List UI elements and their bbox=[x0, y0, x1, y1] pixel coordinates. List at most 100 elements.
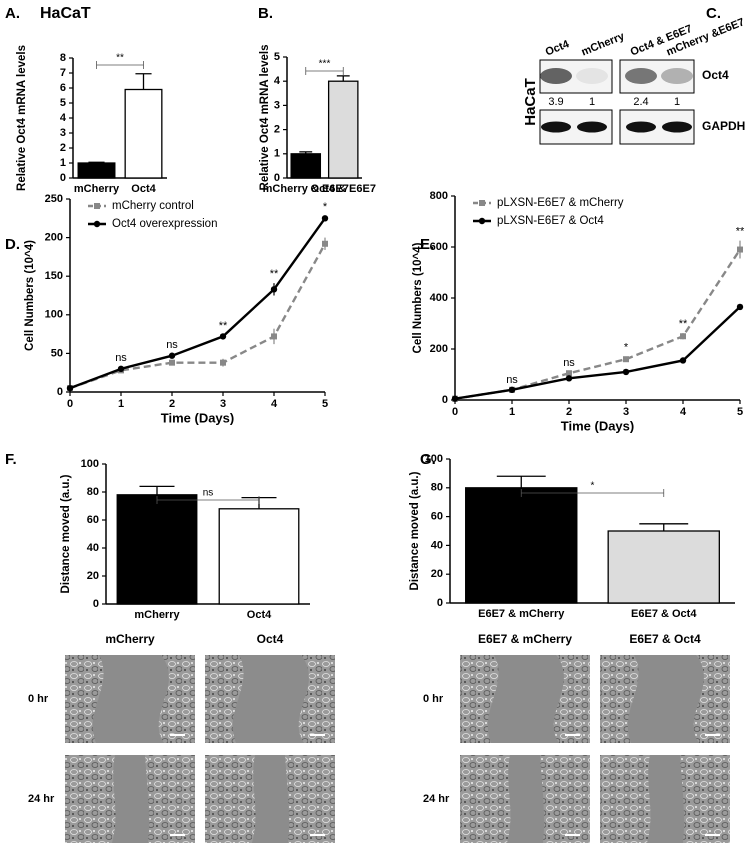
y-tick-label: 6 bbox=[60, 82, 66, 94]
y-tick-label: 4 bbox=[274, 75, 281, 87]
x-tick-label: E6E7 & Oct4 bbox=[631, 608, 697, 620]
y-tick-label: 20 bbox=[87, 570, 99, 582]
x-tick-label: Oct4 bbox=[131, 183, 156, 195]
y-tick-label: 20 bbox=[431, 568, 443, 580]
marker bbox=[66, 384, 74, 392]
scratch-gap bbox=[232, 655, 309, 743]
marker bbox=[271, 333, 277, 340]
bar bbox=[465, 487, 578, 604]
y-tick-label: 2 bbox=[274, 124, 280, 136]
protein-label: GAPDH bbox=[702, 119, 745, 133]
scratch-gap bbox=[647, 755, 685, 843]
y-axis-label: Cell Numbers (10^4) bbox=[412, 242, 424, 353]
x-tick-label: 3 bbox=[220, 398, 226, 410]
x-tick-label: 5 bbox=[322, 398, 328, 410]
blot-band bbox=[577, 121, 607, 133]
x-tick-label: 4 bbox=[680, 406, 687, 418]
marker bbox=[566, 370, 572, 377]
marker bbox=[322, 240, 328, 247]
panel-label: E. bbox=[420, 236, 434, 253]
marker bbox=[736, 303, 744, 311]
x-axis-label: Time (Days) bbox=[561, 418, 634, 433]
bar bbox=[327, 80, 359, 179]
row-label: 24 hr bbox=[423, 793, 450, 805]
x-tick-label: mCherry & E6E7 bbox=[263, 183, 349, 195]
significance-label: * bbox=[323, 201, 328, 213]
y-axis-label: Distance moved (a.u.) bbox=[409, 471, 421, 590]
legend-label: Oct4 overexpression bbox=[112, 218, 217, 230]
y-tick-label: 200 bbox=[430, 343, 448, 355]
quantification: 3.9 bbox=[548, 96, 563, 108]
y-tick-label: 5 bbox=[274, 51, 280, 63]
panel-label: G. bbox=[420, 451, 436, 468]
y-tick-label: 800 bbox=[430, 190, 448, 202]
protein-label: Oct4 bbox=[702, 68, 729, 82]
y-tick-label: 2 bbox=[60, 142, 66, 154]
panel-label: D. bbox=[5, 236, 20, 253]
significance-label: ** bbox=[219, 320, 228, 332]
y-tick-label: 4 bbox=[60, 112, 67, 124]
marker bbox=[680, 333, 686, 340]
x-tick-label: 0 bbox=[67, 398, 73, 410]
panel-label: C. bbox=[706, 5, 721, 22]
x-tick-label: E6E7 & mCherry bbox=[478, 608, 565, 620]
x-tick-label: 1 bbox=[118, 398, 124, 410]
panel-label: A. bbox=[5, 5, 20, 22]
significance-label: ns bbox=[506, 374, 518, 386]
legend-marker bbox=[93, 220, 101, 228]
y-tick-label: 0 bbox=[57, 386, 63, 398]
marker bbox=[679, 357, 687, 364]
x-tick-label: 5 bbox=[737, 406, 743, 418]
significance-label: ** bbox=[679, 318, 688, 330]
lane-label: mCherry bbox=[580, 30, 627, 58]
significance-label: ns bbox=[166, 339, 178, 351]
marker bbox=[451, 395, 459, 402]
y-tick-label: 100 bbox=[425, 453, 443, 465]
legend-marker bbox=[479, 200, 485, 206]
scratch-gap bbox=[92, 655, 169, 743]
row-label: 24 hr bbox=[28, 793, 55, 805]
marker bbox=[270, 286, 278, 293]
significance-label: ns bbox=[115, 352, 127, 364]
x-tick-label: Oct4 bbox=[247, 609, 272, 621]
y-tick-label: 250 bbox=[45, 193, 63, 205]
y-tick-label: 0 bbox=[93, 598, 99, 610]
y-tick-label: 1 bbox=[60, 157, 66, 169]
marker bbox=[737, 246, 743, 253]
cell-line-label: HaCaT bbox=[522, 78, 539, 126]
bar bbox=[124, 88, 163, 179]
legend-label: mCherry control bbox=[112, 200, 194, 212]
series-line bbox=[69, 217, 326, 390]
series-line bbox=[69, 243, 327, 390]
quantification: 1 bbox=[589, 96, 595, 108]
bar bbox=[607, 530, 720, 604]
scratch-gap bbox=[112, 755, 150, 843]
significance-label: ** bbox=[116, 53, 124, 64]
y-tick-label: 100 bbox=[81, 458, 99, 470]
quantification: 1 bbox=[674, 96, 680, 108]
y-axis-label: Distance moved (a.u.) bbox=[60, 474, 72, 593]
y-tick-label: 150 bbox=[45, 270, 63, 282]
legend-marker bbox=[94, 203, 100, 209]
scratch-gap bbox=[627, 655, 704, 743]
column-label: E6E7 & mCherry bbox=[478, 632, 572, 646]
significance-label: * bbox=[624, 342, 629, 354]
x-tick-label: 1 bbox=[509, 406, 515, 418]
y-tick-label: 400 bbox=[430, 292, 448, 304]
x-tick-label: 4 bbox=[271, 398, 278, 410]
column-label: E6E7 & Oct4 bbox=[629, 632, 701, 646]
y-tick-label: 40 bbox=[431, 539, 443, 551]
legend-marker bbox=[478, 217, 486, 225]
x-tick-label: 2 bbox=[169, 398, 175, 410]
blot-band bbox=[576, 68, 608, 84]
blot-band bbox=[541, 121, 571, 133]
significance-label: ** bbox=[270, 268, 279, 280]
y-tick-label: 600 bbox=[430, 241, 448, 253]
marker bbox=[219, 333, 227, 340]
x-tick-label: mCherry bbox=[74, 183, 120, 195]
marker bbox=[508, 386, 516, 393]
x-axis-label: Time (Days) bbox=[161, 410, 234, 425]
column-label: Oct4 bbox=[257, 632, 284, 646]
blot-band bbox=[661, 68, 693, 84]
y-tick-label: 100 bbox=[45, 309, 63, 321]
